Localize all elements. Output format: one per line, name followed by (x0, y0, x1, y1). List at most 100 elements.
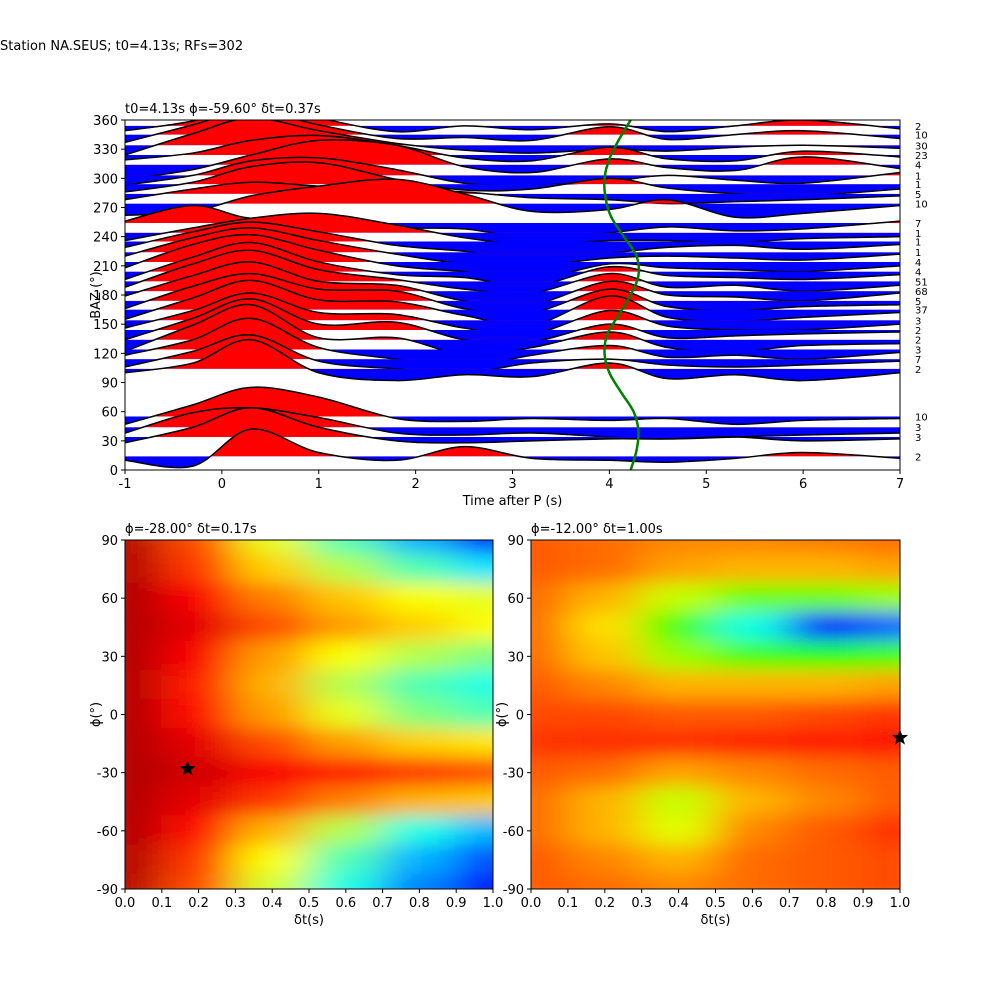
heatmap-cell (714, 582, 791, 614)
heatmap-cell (714, 873, 791, 889)
x-tick-label: 0.9 (853, 896, 874, 911)
y-tick-label: -60 (503, 825, 524, 840)
x-tick-label: 0.5 (299, 896, 320, 911)
heatmap-cell (640, 669, 717, 701)
trace-count: 1 (915, 180, 921, 191)
negative-fill (125, 223, 900, 238)
heatmap-cell (640, 553, 717, 585)
heatmap (531, 540, 900, 889)
heatmap-cell (531, 844, 569, 876)
trace-count: 5 (915, 190, 921, 201)
heatmap-cell (125, 786, 163, 818)
heatmap-cell (714, 553, 791, 585)
y-tick-label: 300 (93, 172, 118, 187)
heatmap-cell (381, 815, 458, 847)
heatmap-cell (566, 553, 643, 585)
y-tick-label: 90 (101, 534, 118, 549)
heatmap-cell (125, 698, 163, 731)
negative-fill (125, 300, 900, 314)
heatmap-cell (862, 698, 900, 731)
y-tick-label: 270 (93, 202, 118, 217)
positive-fill (125, 179, 900, 204)
x-tick-label: 1.0 (483, 896, 504, 911)
heatmap-cell (308, 582, 384, 614)
positive-fill (125, 280, 900, 310)
trace-line (125, 334, 900, 374)
heatmap-cell (160, 757, 237, 789)
heatmap-cell (234, 582, 310, 614)
heatmap-cell (640, 582, 717, 614)
heatmap-cell (381, 873, 458, 889)
heatmap-cell (455, 640, 493, 672)
x-tick-label: 1.0 (890, 896, 911, 911)
trace-line (125, 120, 900, 156)
heatmap-cell (714, 540, 791, 556)
heatmap-cell (862, 786, 900, 818)
x-tick-label: 0.2 (188, 896, 209, 911)
heatmap-cell (640, 815, 717, 847)
trace-count: 30 (915, 141, 928, 152)
trace-count: 4 (915, 161, 921, 172)
best-fit-marker (179, 760, 196, 776)
heatmap-cell (125, 582, 163, 614)
trace-line (125, 178, 900, 219)
figure-title: Station NA.SEUS; t0=4.13s; RFs=302 (0, 39, 243, 54)
heatmap-cell (714, 669, 791, 701)
heatmap-cell (531, 553, 569, 585)
heatmap-cell (125, 611, 163, 643)
heatmap-cell (788, 669, 865, 701)
trace-line (125, 338, 900, 382)
axes-title: ϕ=-12.00° δt=1.00s (531, 522, 663, 537)
trace-count: 68 (915, 287, 928, 298)
x-tick-label: 0.8 (816, 896, 837, 911)
negative-fill (125, 456, 900, 468)
heatmap-cell (566, 728, 643, 760)
y-tick-label: -60 (97, 825, 118, 840)
heatmap-cell (125, 728, 163, 760)
heatmap-cell (234, 844, 310, 876)
x-tick-label: 0.7 (372, 896, 393, 911)
negative-fill (125, 134, 900, 143)
negative-fill (125, 368, 900, 381)
heatmap (125, 540, 493, 889)
heatmap-cell (455, 540, 493, 556)
trace-count: 51 (915, 277, 928, 288)
y-axis-label: ϕ(°) (89, 702, 104, 727)
positive-fill (159, 339, 636, 369)
heatmap-cell (308, 815, 384, 847)
heatmap-cell (234, 815, 310, 847)
best-fit-marker (891, 729, 909, 745)
negative-fill (125, 436, 900, 443)
x-axis-label: Time after P (s) (462, 494, 563, 509)
negative-fill (125, 193, 900, 204)
x-tick-label: 0 (218, 477, 226, 492)
positive-fill (125, 407, 900, 428)
axes-title: ϕ=-28.00° δt=0.17s (125, 522, 257, 537)
heatmap-cell (455, 669, 493, 701)
heatmap-cell (381, 844, 458, 876)
heatmap-cell (566, 844, 643, 876)
heatmap-cell (308, 611, 384, 643)
heatmap-cell (234, 728, 310, 760)
heatmap-cell (640, 698, 717, 731)
trace-count: 1 (915, 171, 921, 182)
trace-count: 5 (915, 297, 921, 308)
heatmap-cell (788, 815, 865, 847)
positive-fill (125, 227, 900, 253)
trace-count: 2 (915, 336, 921, 347)
axes-title: t0=4.13s ϕ=-59.60° δt=0.37s (125, 102, 321, 117)
heatmap-cell (640, 786, 717, 818)
heatmap-cell (566, 757, 643, 789)
heatmap-cell (531, 640, 569, 672)
heatmap-cell (381, 540, 458, 556)
negative-fill (125, 252, 900, 267)
t0-curve (603, 120, 641, 470)
positive-fill (125, 318, 900, 350)
y-tick-label: -90 (503, 883, 524, 898)
heatmap-cell (531, 728, 569, 760)
y-tick-label: 30 (101, 650, 118, 665)
y-tick-label: 60 (101, 592, 118, 607)
trace-line (125, 386, 900, 426)
trace-line (125, 139, 900, 181)
